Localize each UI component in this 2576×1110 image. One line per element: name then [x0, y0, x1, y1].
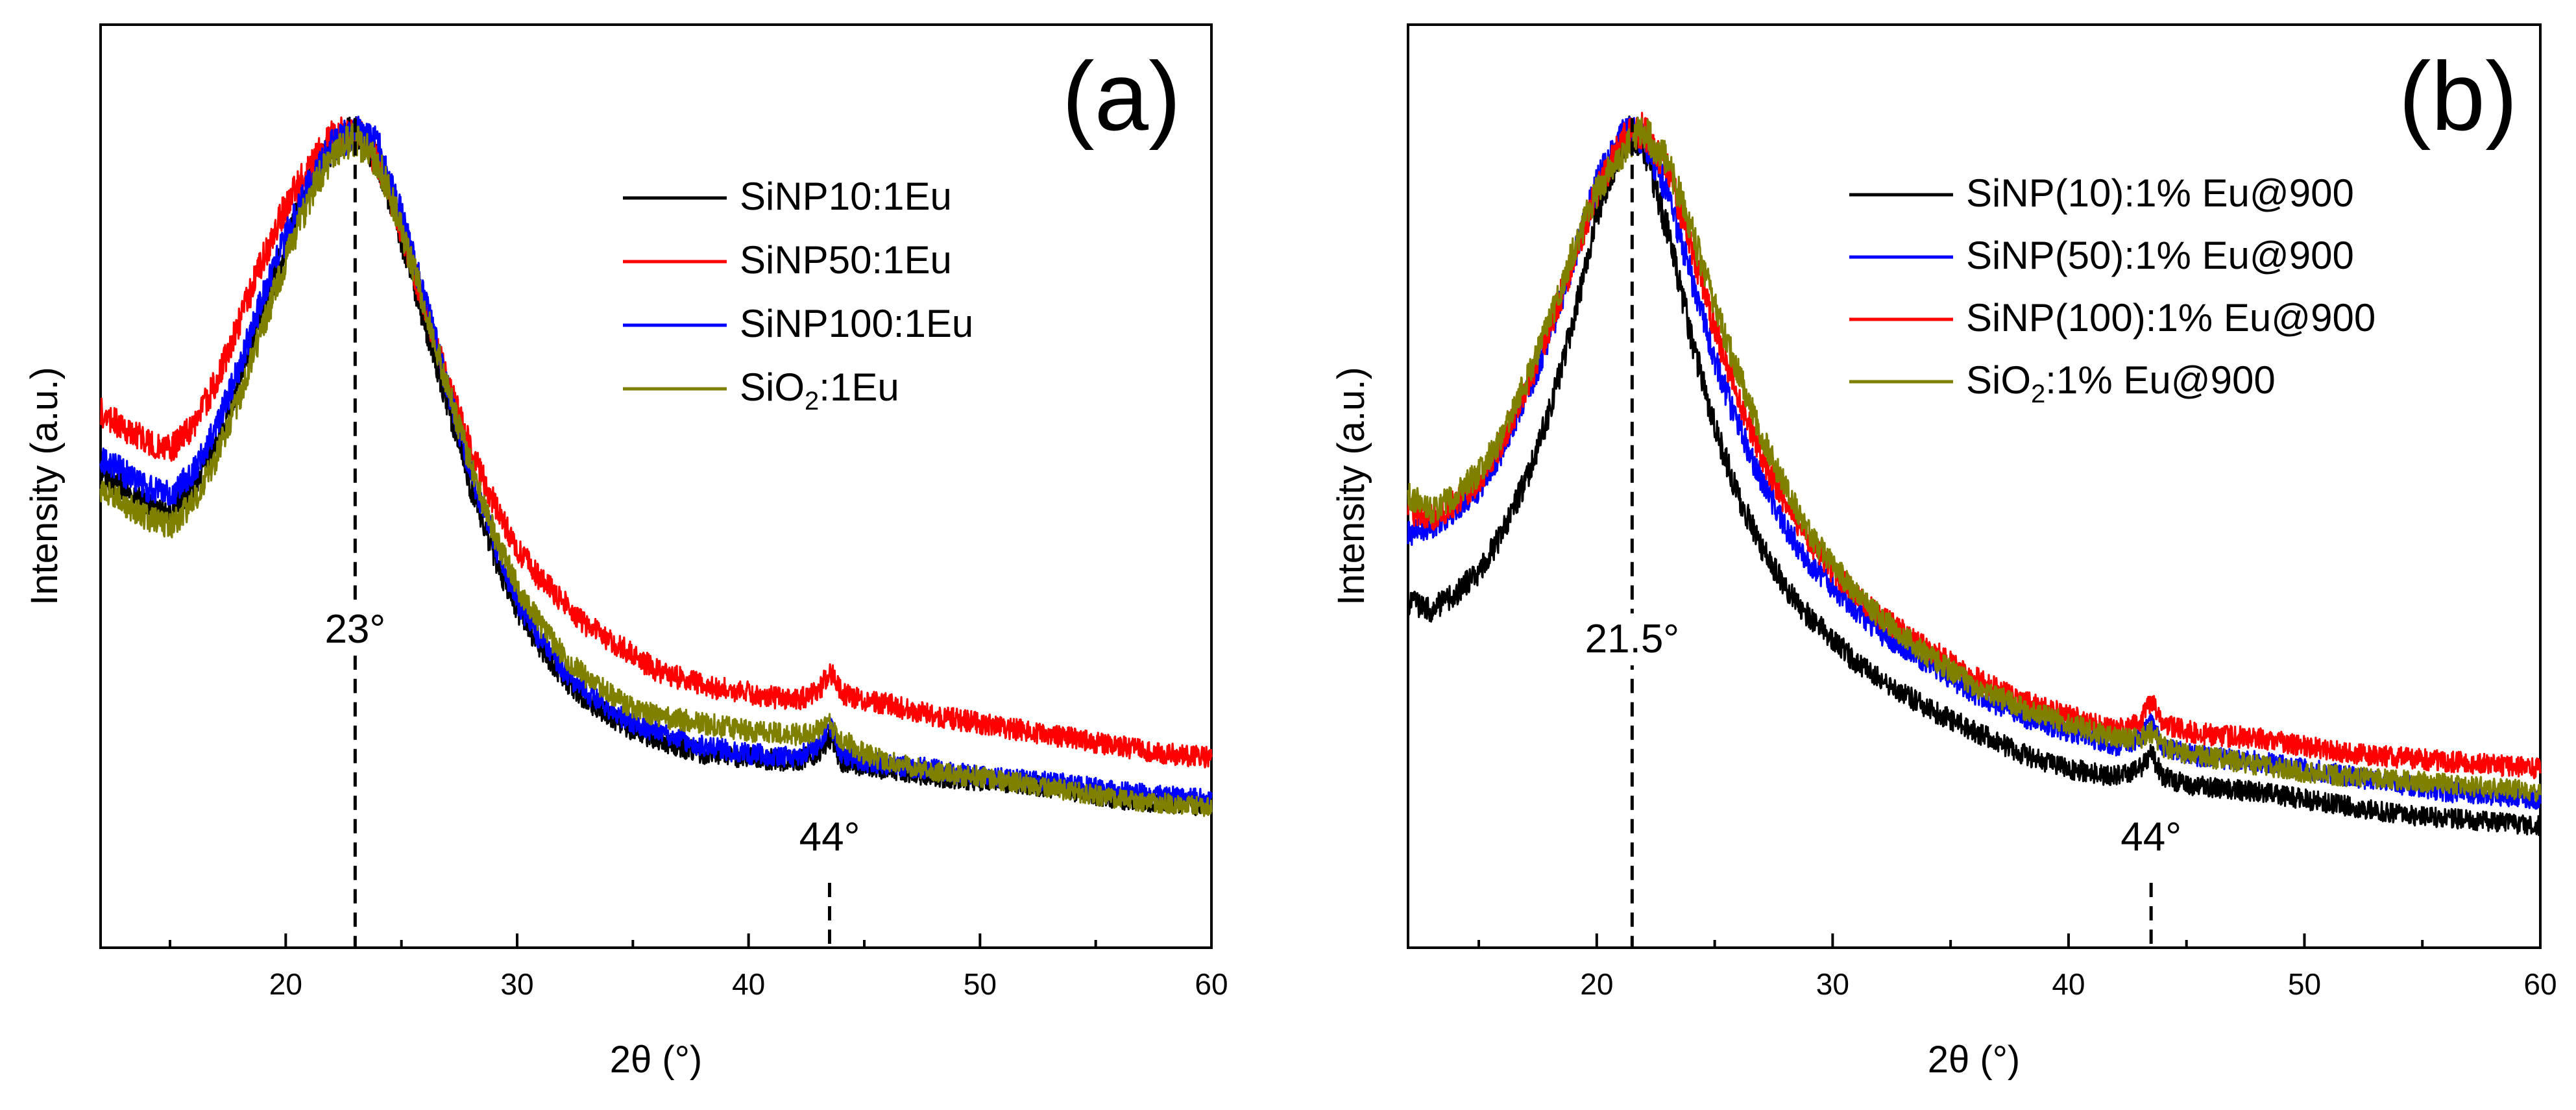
- panel-a-ticks: 20 30 40 50 60: [169, 933, 1228, 1001]
- series-line-3: [99, 123, 1213, 817]
- panel-b-series: [1407, 112, 2542, 837]
- panel-b-legend: SiNP(10):1% Eu@900 SiNP(50):1% Eu@900 SiNP…: [1849, 171, 2376, 408]
- panel-a-frame: [99, 23, 1213, 949]
- x-tick-label: 20: [1580, 967, 1613, 1001]
- x-tick-label: 50: [2288, 967, 2321, 1001]
- series-line-0: [1407, 115, 2542, 837]
- series-line-1: [99, 116, 1213, 769]
- legend-label: SiNP(100):1% Eu@900: [1966, 296, 2376, 339]
- x-tick-label: 40: [732, 967, 765, 1001]
- x-tick-label: 50: [964, 967, 997, 1001]
- panel-b-ticks: 20 30 40 50 60: [1477, 933, 2557, 1001]
- panel-a: (a) 2θ (°) Intensity (a.u.) 20 30 40 50 60 2…: [23, 23, 1228, 1081]
- peak-label-bg: [293, 604, 417, 656]
- x-tick-label: 60: [2523, 967, 2557, 1001]
- legend-label: SiNP(50):1% Eu@900: [1966, 234, 2354, 277]
- legend-label: SiO2:1Eu: [740, 365, 899, 415]
- series-line-3: [1407, 116, 2542, 802]
- peak-label: 44°: [799, 815, 860, 859]
- legend-label: SiO2:1% Eu@900: [1966, 358, 2276, 408]
- legend-label: SiNP(10):1% Eu@900: [1966, 171, 2354, 215]
- legend-label: SiNP10:1Eu: [740, 175, 952, 218]
- panel-b: (b) 2θ (°) Intensity (a.u.) 20 30 40 50 60 2…: [1330, 23, 2557, 1081]
- peak-label: 23°: [324, 607, 385, 652]
- series-line-1: [1407, 116, 2542, 810]
- panel-a-annotations: 23° 44°: [293, 117, 892, 948]
- panel-b-ylabel: Intensity (a.u.): [1330, 367, 1372, 605]
- x-tick-label: 20: [269, 967, 302, 1001]
- x-tick-label: 30: [500, 967, 533, 1001]
- x-tick-label: 60: [1195, 967, 1228, 1001]
- panel-a-legend: SiNP10:1Eu SiNP50:1Eu SiNP100:1Eu SiO2:1Eu: [623, 175, 973, 415]
- peak-label: 21.5°: [1585, 617, 1679, 661]
- panel-b-label: (b): [2399, 42, 2518, 151]
- panel-a-xlabel: 2θ (°): [610, 1039, 702, 1081]
- panel-a-label: (a): [1062, 42, 1181, 151]
- legend-label: SiNP100:1Eu: [740, 302, 973, 345]
- panel-b-xlabel: 2θ (°): [1928, 1039, 2020, 1081]
- peak-label-bg: [1570, 613, 1694, 665]
- panel-a-ylabel: Intensity (a.u.): [23, 367, 66, 605]
- peak-label: 44°: [2120, 815, 2181, 859]
- x-tick-label: 30: [1816, 967, 1849, 1001]
- peak-label-bg: [768, 811, 892, 863]
- peak-label-bg: [2089, 811, 2213, 863]
- legend-label: SiNP50:1Eu: [740, 238, 952, 282]
- panel-b-annotations: 21.5° 44°: [1570, 117, 2213, 948]
- panel-a-series: [99, 116, 1213, 817]
- panel-b-frame: [1407, 23, 2542, 949]
- x-tick-label: 40: [2052, 967, 2085, 1001]
